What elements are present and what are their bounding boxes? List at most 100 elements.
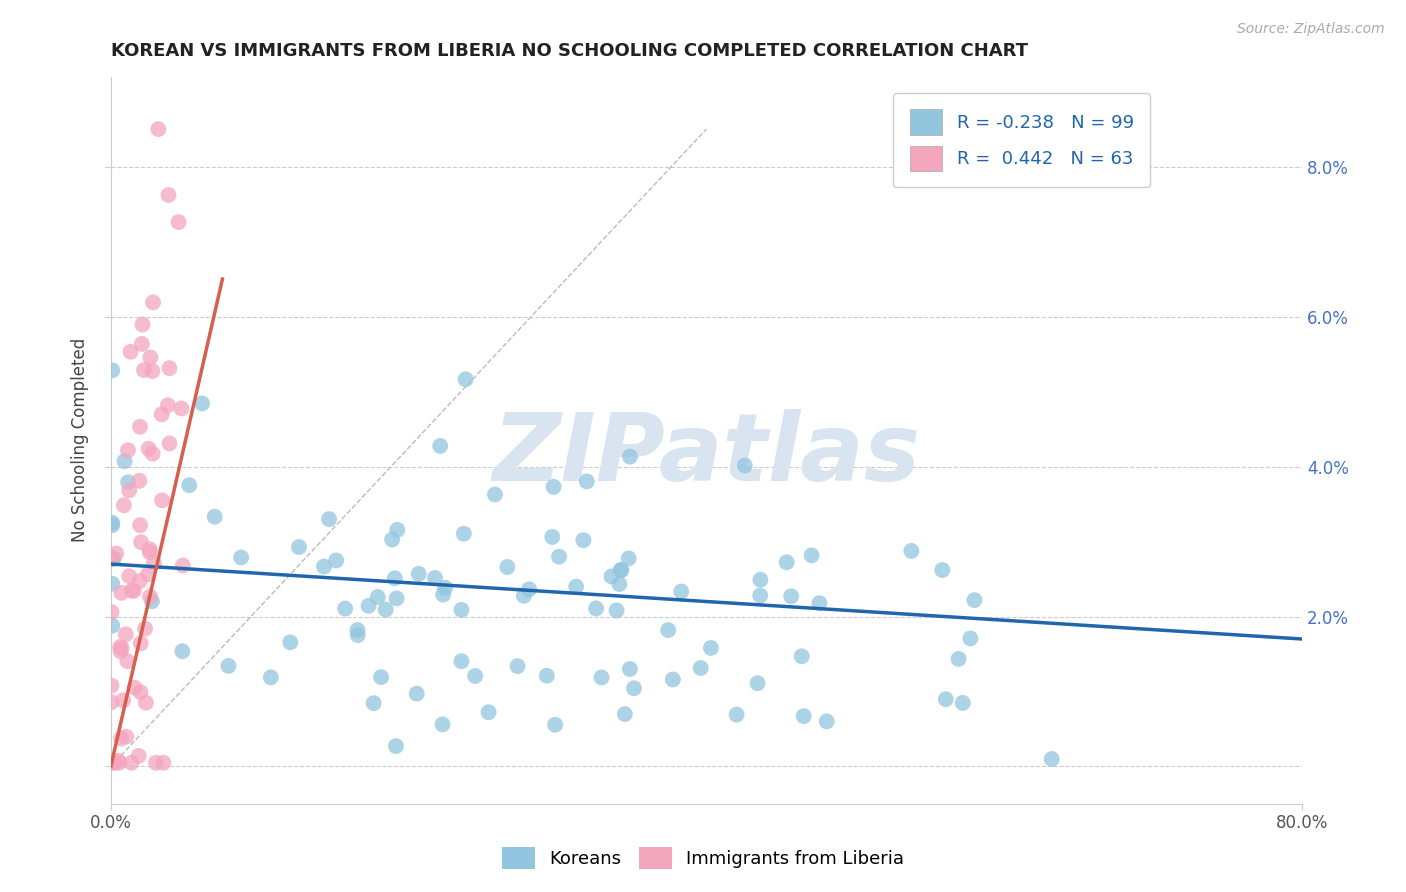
Point: [370, 670, 392, 684]
Point: [623, 681, 645, 696]
Point: [565, 580, 588, 594]
Point: [572, 533, 595, 548]
Point: [112, 499, 135, 513]
Point: [780, 590, 803, 604]
Text: KOREAN VS IMMIGRANTS FROM LIBERIA NO SCHOOLING COMPLETED CORRELATION CHART: KOREAN VS IMMIGRANTS FROM LIBERIA NO SCH…: [111, 42, 1028, 60]
Point: [405, 687, 427, 701]
Point: [231, 550, 253, 565]
Point: [170, 401, 193, 416]
Point: [120, 756, 142, 770]
Point: [423, 571, 446, 585]
Point: [141, 364, 163, 378]
Point: [800, 549, 823, 563]
Point: [100, 679, 122, 693]
Point: [150, 493, 173, 508]
Point: [101, 518, 124, 533]
Point: [141, 594, 163, 608]
Point: [132, 363, 155, 377]
Point: [152, 756, 174, 770]
Point: [948, 652, 970, 666]
Point: [617, 551, 640, 566]
Point: [156, 398, 179, 412]
Point: [278, 635, 301, 649]
Point: [157, 361, 180, 376]
Point: [117, 443, 139, 458]
Point: [609, 577, 631, 591]
Point: [117, 475, 139, 490]
Point: [450, 654, 472, 668]
Point: [325, 553, 347, 567]
Point: [541, 530, 564, 544]
Point: [346, 623, 368, 637]
Point: [585, 601, 607, 615]
Point: [496, 560, 519, 574]
Point: [606, 603, 628, 617]
Point: [815, 714, 838, 729]
Point: [464, 669, 486, 683]
Point: [101, 516, 124, 530]
Point: [346, 628, 368, 642]
Point: [591, 670, 613, 684]
Point: [613, 707, 636, 722]
Point: [432, 588, 454, 602]
Point: [120, 344, 142, 359]
Point: [129, 535, 152, 549]
Point: [129, 518, 152, 533]
Point: [105, 546, 128, 560]
Point: [959, 632, 981, 646]
Point: [662, 673, 685, 687]
Point: [114, 627, 136, 641]
Point: [484, 487, 506, 501]
Point: [101, 576, 124, 591]
Point: [108, 640, 131, 654]
Point: [107, 754, 129, 768]
Point: [115, 730, 138, 744]
Point: [434, 581, 457, 595]
Point: [122, 583, 145, 598]
Point: [952, 696, 974, 710]
Y-axis label: No Schooling Completed: No Schooling Completed: [72, 338, 89, 542]
Point: [454, 372, 477, 386]
Point: [111, 641, 134, 656]
Point: [453, 526, 475, 541]
Legend: Koreans, Immigrants from Liberia: Koreans, Immigrants from Liberia: [494, 838, 912, 879]
Point: [669, 584, 692, 599]
Point: [367, 590, 389, 604]
Point: [129, 419, 152, 434]
Point: [138, 442, 160, 456]
Point: [100, 756, 122, 770]
Point: [385, 739, 408, 753]
Point: [179, 478, 201, 492]
Point: [114, 454, 136, 468]
Point: [131, 318, 153, 332]
Point: [260, 670, 283, 684]
Point: [450, 603, 472, 617]
Point: [935, 692, 957, 706]
Point: [138, 542, 160, 557]
Point: [142, 556, 165, 570]
Point: [101, 363, 124, 377]
Point: [167, 215, 190, 229]
Point: [689, 661, 711, 675]
Point: [385, 591, 408, 606]
Point: [288, 540, 311, 554]
Point: [159, 436, 181, 450]
Point: [138, 545, 160, 559]
Point: [100, 605, 122, 619]
Point: [129, 636, 152, 650]
Point: [600, 569, 623, 583]
Legend: R = -0.238   N = 99, R =  0.442   N = 63: R = -0.238 N = 99, R = 0.442 N = 63: [893, 93, 1150, 187]
Point: [110, 644, 132, 658]
Point: [128, 574, 150, 588]
Point: [543, 480, 565, 494]
Point: [101, 552, 124, 566]
Point: [734, 458, 756, 473]
Point: [124, 681, 146, 695]
Point: [900, 544, 922, 558]
Point: [363, 696, 385, 710]
Point: [544, 718, 567, 732]
Point: [513, 589, 536, 603]
Point: [776, 555, 799, 569]
Point: [506, 659, 529, 673]
Point: [100, 695, 122, 709]
